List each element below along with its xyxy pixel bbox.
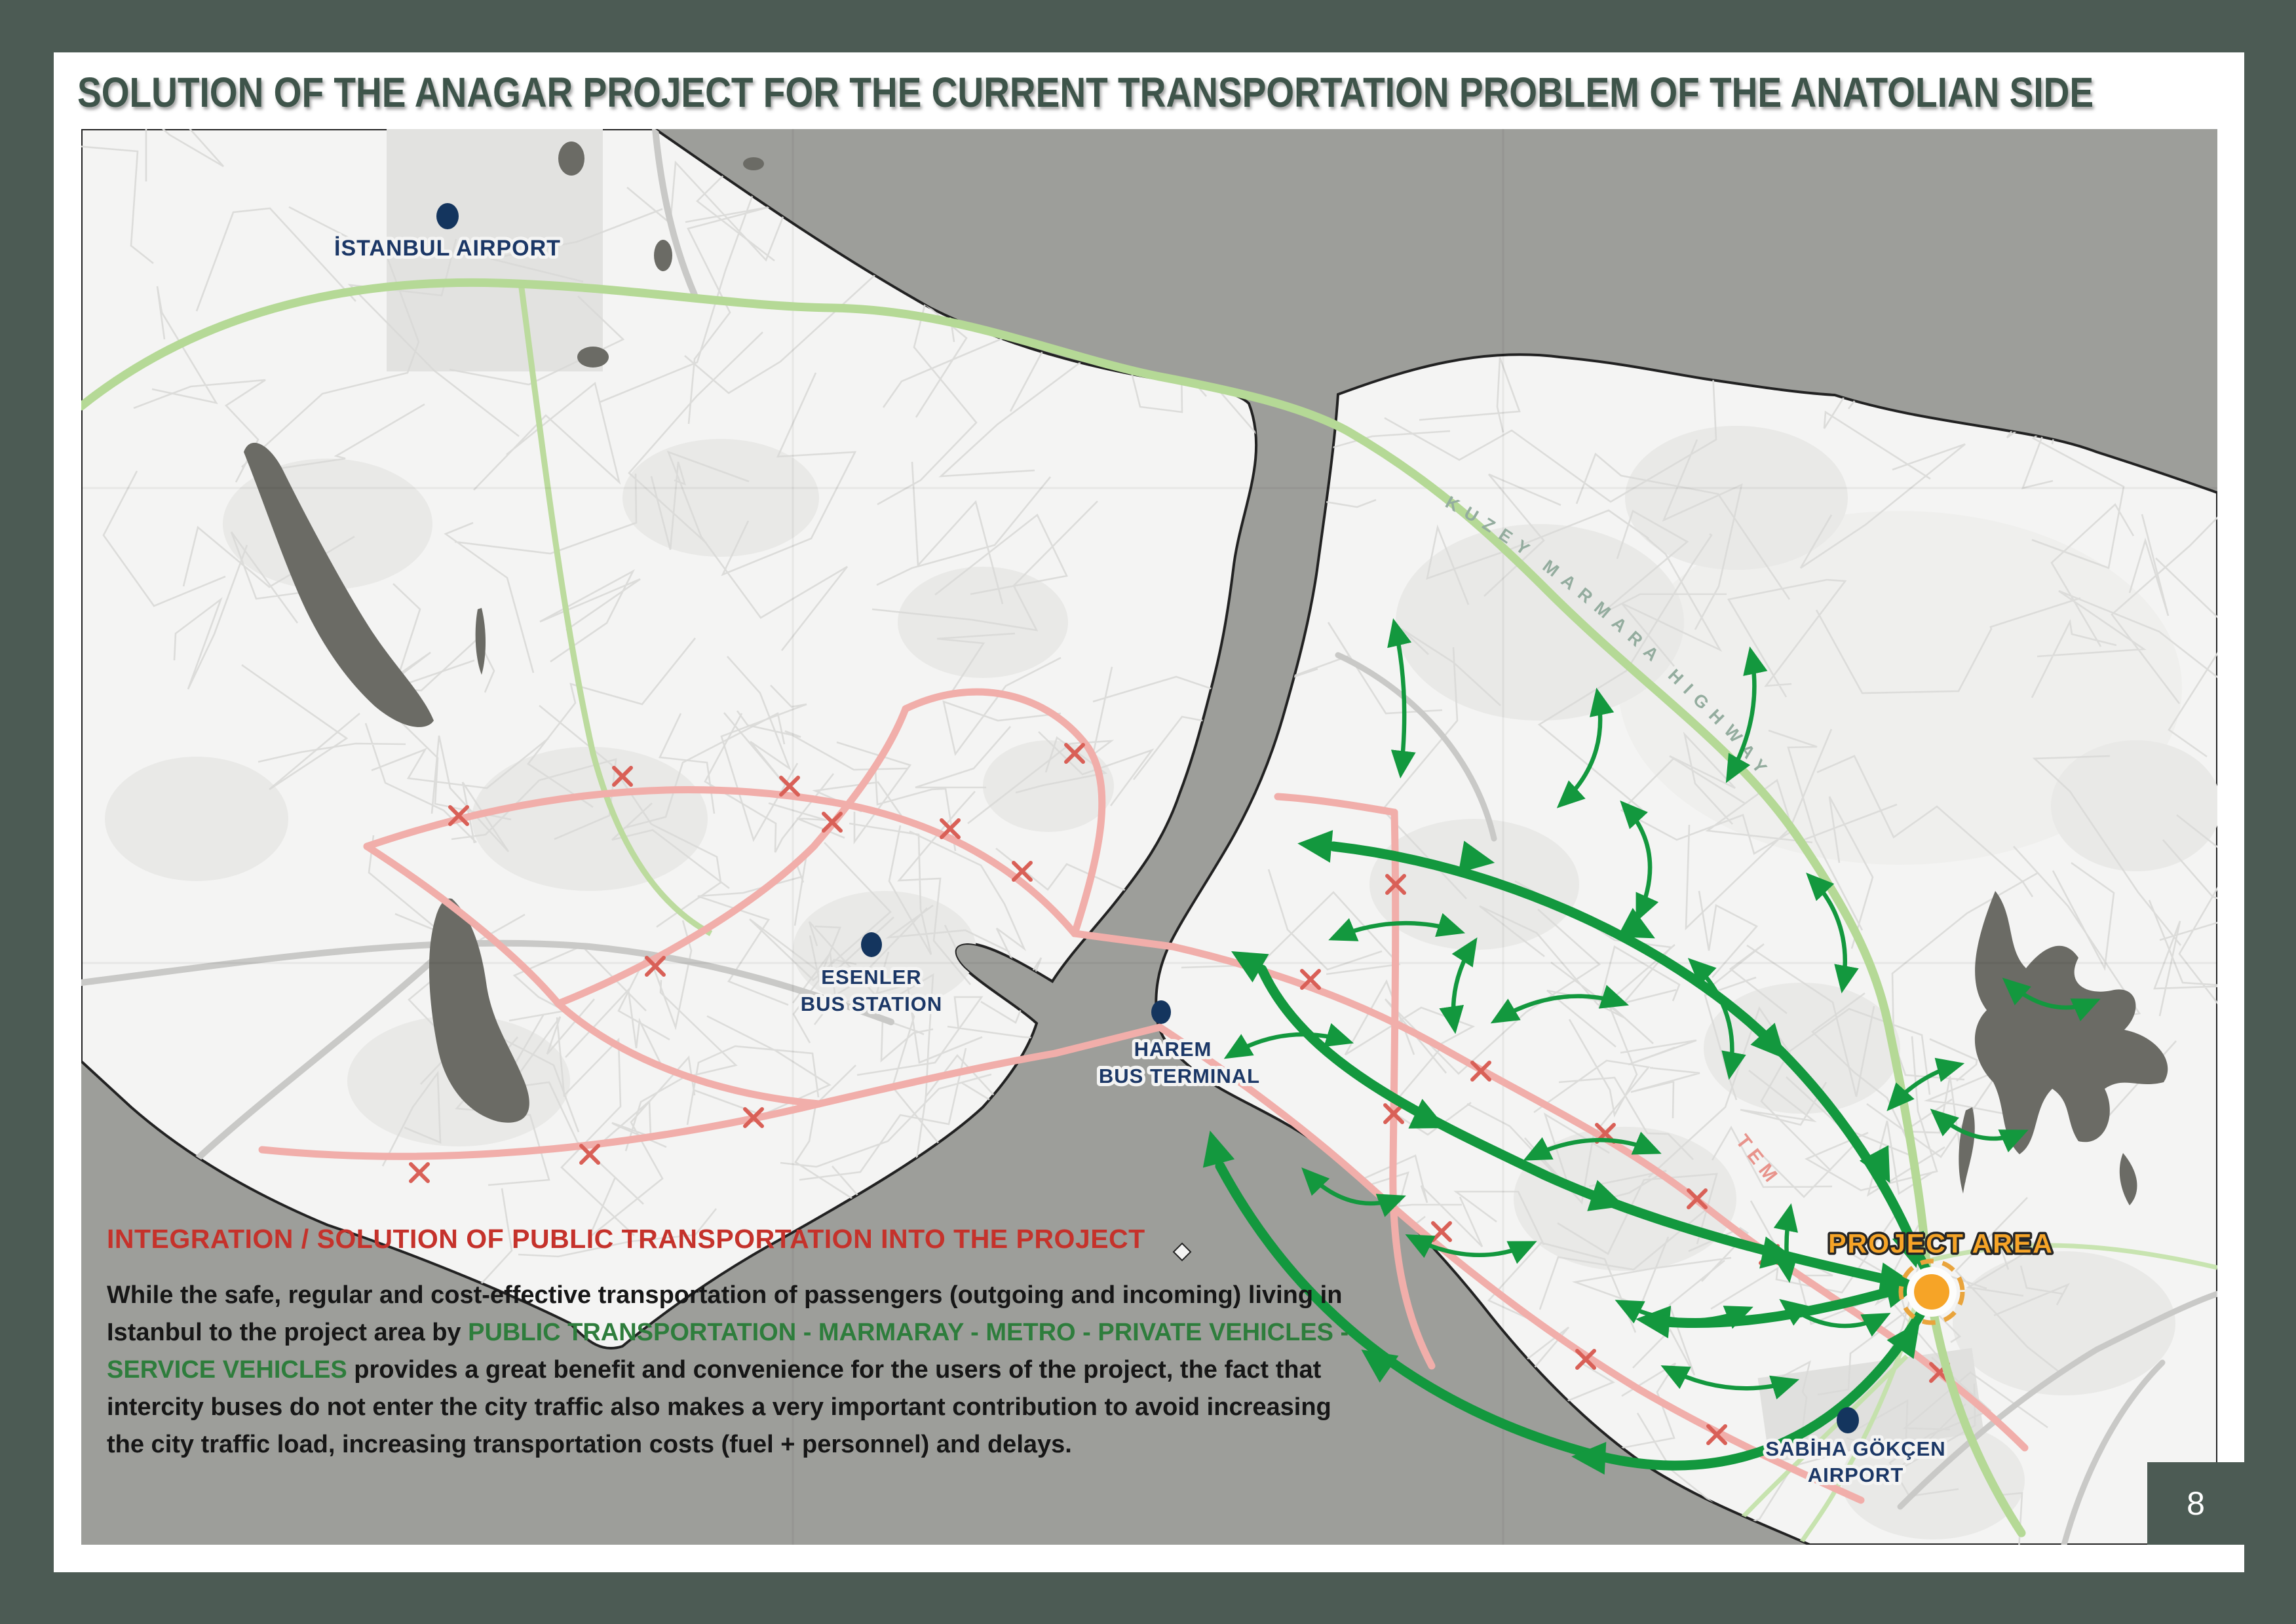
- page-number: 8: [2187, 1485, 2205, 1522]
- istanbul-map: TEM KUZEY MARMARA HIGHWAY: [81, 129, 2217, 1545]
- poi-dots: [436, 203, 1859, 1433]
- green-connector-european: [518, 282, 713, 936]
- sabiha-dot: [1837, 1407, 1859, 1433]
- infobox-body-before: While the safe, regular and cost-effecti…: [107, 1281, 1343, 1346]
- sabiha-label-1: SABİHA GÖKÇEN: [1765, 1437, 1945, 1460]
- integration-infobox: INTEGRATION / SOLUTION OF PUBLIC TRANSPO…: [107, 1224, 1355, 1463]
- istanbul-airport-label: İSTANBUL AIRPORT: [334, 236, 561, 261]
- infobox-body-green: PUBLIC TRANSPORTATION - MARMARAY - METRO…: [107, 1319, 1349, 1384]
- harem-label-1: HAREM: [1134, 1038, 1212, 1061]
- small-island: [1172, 1242, 1192, 1262]
- infobox-body: While the safe, regular and cost-effecti…: [107, 1277, 1355, 1463]
- page-number-box: 8: [2147, 1462, 2244, 1545]
- esenler-label-1: ESENLER: [821, 966, 921, 989]
- project-area-sun-icon: [1898, 1258, 1965, 1325]
- reservoirs: [244, 142, 2168, 1205]
- page-title: SOLUTION OF THE ANAGAR PROJECT FOR THE C…: [77, 69, 2094, 116]
- trunk-roads-anatolian: [1335, 652, 2217, 1545]
- project-area-label: PROJECT AREA: [1828, 1228, 2054, 1258]
- kucukcekmece-lake: [429, 898, 529, 1123]
- esenler-dot: [861, 932, 882, 957]
- harem-dot: [1151, 1000, 1171, 1024]
- graticule: [81, 129, 2217, 1545]
- kuzey-marmara-highway-road: [81, 278, 2026, 1538]
- esenler-label-2: BUS STATION: [801, 992, 943, 1015]
- omerli-reservoir: [1974, 891, 2168, 1154]
- trunk-roads-european: [81, 129, 894, 1163]
- harem-label-2: BUS TERMINAL: [1099, 1065, 1260, 1087]
- istanbul-airport-dot: [436, 203, 459, 229]
- infobox-heading: INTEGRATION / SOLUTION OF PUBLIC TRANSPO…: [107, 1224, 1145, 1254]
- istanbul-map-svg: TEM KUZEY MARMARA HIGHWAY: [81, 129, 2217, 1545]
- infobox-body-after: provides a great benefit and convenience…: [107, 1356, 1331, 1458]
- sabiha-label-2: AIRPORT: [1808, 1463, 1904, 1486]
- flow-double-arrows: [1223, 618, 2101, 1400]
